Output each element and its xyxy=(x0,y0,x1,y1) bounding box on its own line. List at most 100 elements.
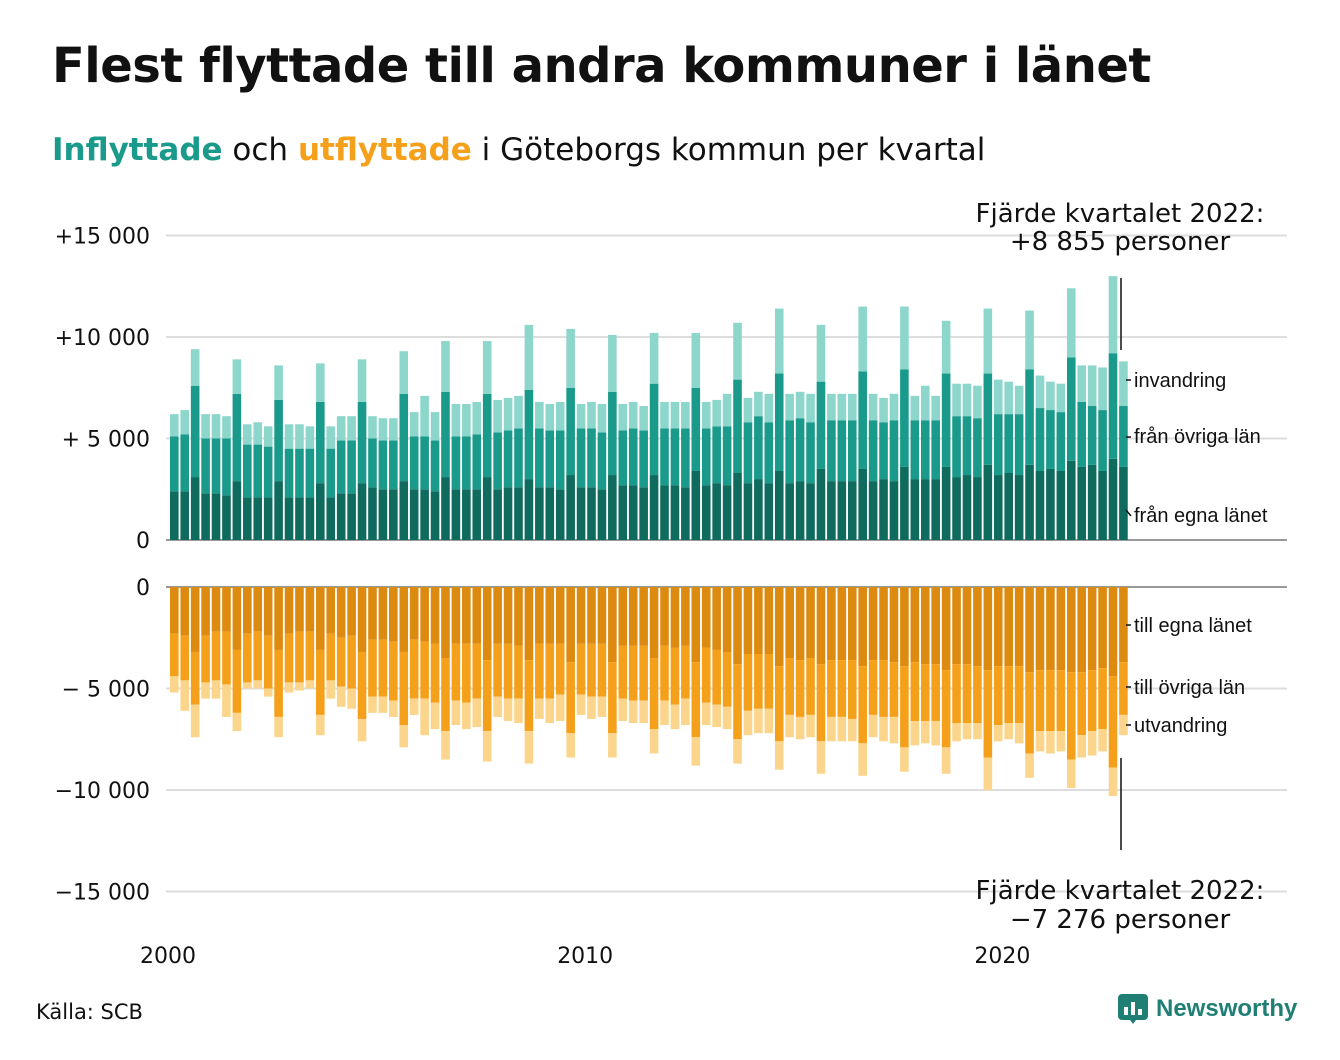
bar-out-abroad xyxy=(295,682,304,691)
bar-in-own-county xyxy=(295,497,304,540)
bar-out-other-counties xyxy=(639,645,648,701)
bar-in-own-county xyxy=(973,477,982,540)
bar-out-other-counties xyxy=(628,645,638,701)
bar-out-own-county xyxy=(201,587,210,636)
bar-out-other-counties xyxy=(263,635,273,689)
bar-in-abroad xyxy=(409,412,419,437)
bar-out-own-county xyxy=(681,587,690,646)
bar-out-abroad xyxy=(190,704,200,738)
bar-out-other-counties xyxy=(837,660,847,717)
bar-in-other-counties xyxy=(451,436,461,490)
bar-out-own-county xyxy=(889,587,899,663)
bar-in-other-counties xyxy=(1108,353,1118,459)
bar-out-abroad xyxy=(482,731,492,762)
bar-out-abroad xyxy=(827,716,836,742)
bar-in-own-county xyxy=(962,475,972,540)
bar-in-abroad xyxy=(1046,381,1055,411)
bar-in-abroad xyxy=(701,401,711,429)
bar-in-other-counties xyxy=(754,416,763,480)
bar-out-abroad xyxy=(628,700,638,724)
bar-in-own-county xyxy=(503,487,513,540)
bar-out-other-counties xyxy=(920,664,930,721)
bar-in-own-county xyxy=(649,475,659,540)
bar-in-other-counties xyxy=(1046,410,1055,469)
bar-in-other-counties xyxy=(566,387,575,476)
top-ytick-label: +10 000 xyxy=(55,326,150,351)
bar-in-other-counties xyxy=(441,391,450,478)
bar-in-other-counties xyxy=(430,440,440,492)
bar-out-own-county xyxy=(983,587,993,671)
bar-in-abroad xyxy=(170,414,179,437)
bar-in-abroad xyxy=(243,424,252,445)
bar-in-other-counties xyxy=(889,420,899,482)
bar-in-abroad xyxy=(232,359,242,394)
bar-out-own-county xyxy=(399,587,409,652)
bar-out-abroad xyxy=(952,723,961,742)
bar-out-abroad xyxy=(503,698,513,721)
bar-in-other-counties xyxy=(837,420,847,482)
bar-in-own-county xyxy=(316,483,325,540)
bar-out-abroad xyxy=(722,706,732,730)
bar-out-abroad xyxy=(712,704,721,728)
bar-out-own-county xyxy=(514,587,523,646)
bar-in-other-counties xyxy=(973,418,982,478)
bar-in-other-counties xyxy=(305,448,315,498)
bar-in-own-county xyxy=(399,481,409,540)
bar-in-abroad xyxy=(931,395,940,421)
bar-out-own-county xyxy=(733,587,742,665)
bar-out-own-county xyxy=(1098,587,1107,669)
bar-out-own-county xyxy=(211,587,221,632)
bar-in-own-county xyxy=(1077,466,1087,540)
bar-out-own-county xyxy=(660,587,669,646)
bar-in-own-county xyxy=(795,481,805,540)
bar-in-own-county xyxy=(253,497,263,540)
bar-out-other-counties xyxy=(514,645,523,699)
bar-in-other-counties xyxy=(1098,410,1107,471)
bar-out-own-county xyxy=(1025,587,1034,673)
bar-in-abroad xyxy=(983,308,993,374)
bar-out-other-counties xyxy=(1087,670,1097,732)
bar-out-other-counties xyxy=(201,635,210,683)
bar-out-other-counties xyxy=(701,647,711,703)
bar-out-own-county xyxy=(847,587,857,661)
bar-out-abroad xyxy=(868,714,878,738)
bar-in-own-county xyxy=(389,489,398,540)
xtick-label: 2020 xyxy=(974,944,1030,969)
bar-in-abroad xyxy=(1035,375,1045,409)
bar-out-abroad xyxy=(409,698,419,715)
bar-out-own-county xyxy=(858,587,867,667)
bar-in-other-counties xyxy=(941,373,951,467)
bar-in-other-counties xyxy=(524,389,534,480)
bar-in-own-county xyxy=(274,481,283,540)
bar-out-other-counties xyxy=(357,651,367,719)
bar-in-own-county xyxy=(879,479,888,540)
bar-out-own-county xyxy=(482,587,492,661)
bar-in-abroad xyxy=(649,332,659,384)
bar-out-other-counties xyxy=(618,645,628,699)
bar-out-other-counties xyxy=(243,633,252,683)
bar-out-other-counties xyxy=(305,631,315,681)
xtick-label: 2010 xyxy=(557,944,613,969)
bar-out-own-county xyxy=(389,587,398,642)
bar-in-own-county xyxy=(827,481,836,540)
bar-in-other-counties xyxy=(962,416,972,476)
bar-out-other-counties xyxy=(868,660,878,715)
bar-out-abroad xyxy=(795,716,805,740)
bar-in-abroad xyxy=(608,334,617,392)
bar-out-abroad xyxy=(1087,731,1097,756)
bar-out-other-counties xyxy=(535,643,544,699)
bar-in-other-counties xyxy=(628,428,638,486)
bar-out-other-counties xyxy=(482,660,492,732)
bar-out-other-counties xyxy=(774,666,784,742)
bar-in-own-county xyxy=(1098,470,1107,540)
bar-out-abroad xyxy=(660,700,669,726)
bar-out-other-counties xyxy=(983,670,993,758)
bar-out-abroad xyxy=(535,698,544,719)
bar-out-other-counties xyxy=(847,660,857,719)
bottom-ytick-label: −10 000 xyxy=(55,779,150,804)
bar-in-other-counties xyxy=(597,432,607,490)
bar-out-own-county xyxy=(347,587,356,636)
bar-out-abroad xyxy=(222,684,231,717)
bar-out-own-county xyxy=(274,587,283,650)
bar-in-other-counties xyxy=(316,401,325,484)
